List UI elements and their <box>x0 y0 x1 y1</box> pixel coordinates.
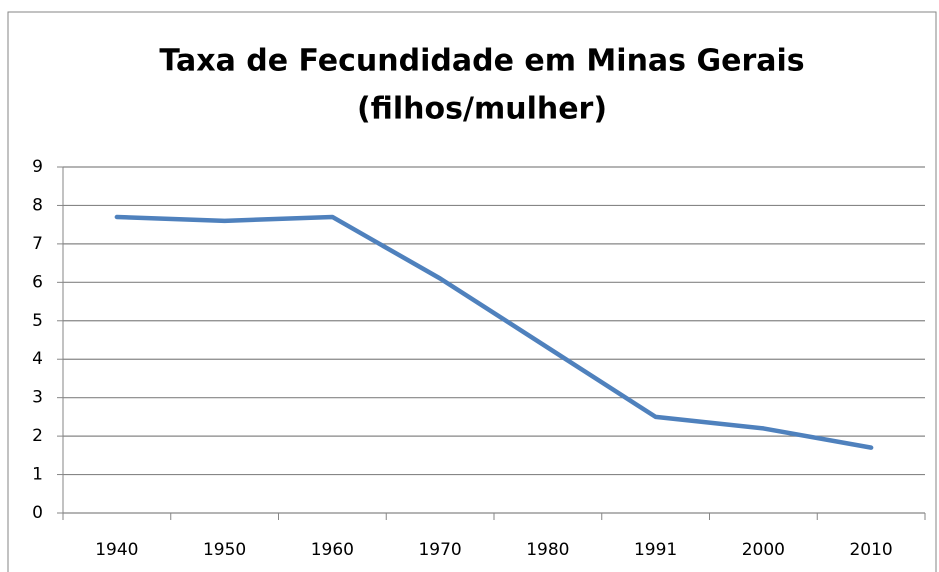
y-tick-label: 7 <box>32 234 43 254</box>
x-tick-label: 1940 <box>95 540 138 560</box>
chart-title: Taxa de Fecundidade em Minas Gerais <box>159 44 804 79</box>
x-tick-label: 1980 <box>526 540 569 560</box>
y-tick-label: 0 <box>32 503 43 523</box>
data-line <box>114 214 874 450</box>
x-tick-label: 2000 <box>742 540 785 560</box>
y-tick-label: 4 <box>32 349 43 369</box>
x-tick-label: 1950 <box>203 540 246 560</box>
y-tick-label: 2 <box>32 426 43 446</box>
y-tick-label: 1 <box>32 465 43 485</box>
y-tick-label: 5 <box>32 311 43 331</box>
x-tick-label: 1970 <box>418 540 461 560</box>
y-tick-label: 6 <box>32 272 43 292</box>
chart-title: (filhos/mulher) <box>357 92 607 127</box>
x-tick-label: 2010 <box>849 540 892 560</box>
y-tick-label: 3 <box>32 388 43 408</box>
x-tick-label: 1991 <box>634 540 677 560</box>
x-tick-label: 1960 <box>311 540 354 560</box>
chart-frame <box>7 11 937 572</box>
y-tick-label: 8 <box>32 195 43 215</box>
y-tick-label: 9 <box>32 157 43 177</box>
